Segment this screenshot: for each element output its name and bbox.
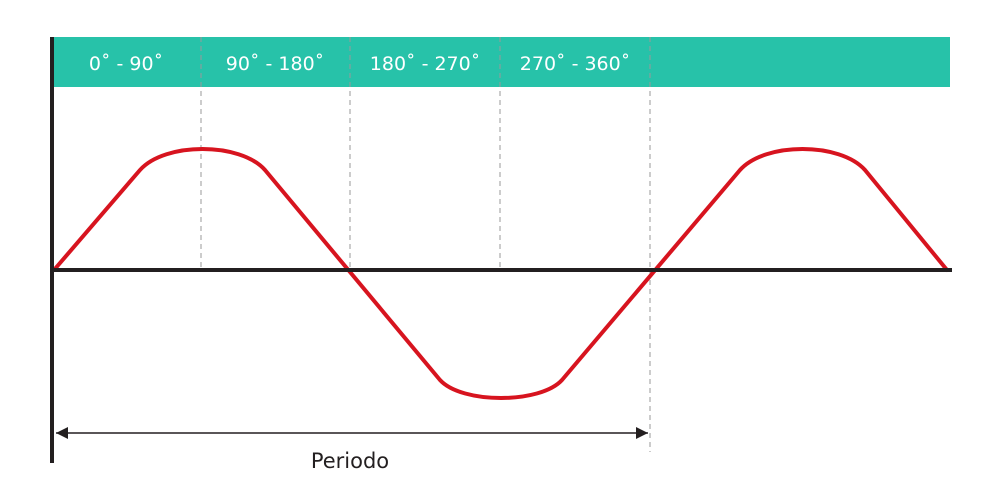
waveform-curve [52, 147, 949, 400]
arrow-head-right [636, 427, 648, 439]
band-label-0-90: 0˚ - 90˚ [89, 53, 163, 75]
band-labels: 0˚ - 90˚ 90˚ - 180˚ 180˚ - 270˚ 270˚ - 3… [89, 53, 630, 75]
guide-lines [200, 37, 651, 452]
band-label-90-180: 90˚ - 180˚ [226, 53, 324, 75]
period-arrow [56, 427, 648, 439]
header-band [52, 37, 950, 87]
arrow-head-left [56, 427, 68, 439]
band-label-270-360: 270˚ - 360˚ [520, 53, 630, 75]
period-label: Periodo [311, 449, 389, 473]
band-label-180-270: 180˚ - 270˚ [370, 53, 480, 75]
